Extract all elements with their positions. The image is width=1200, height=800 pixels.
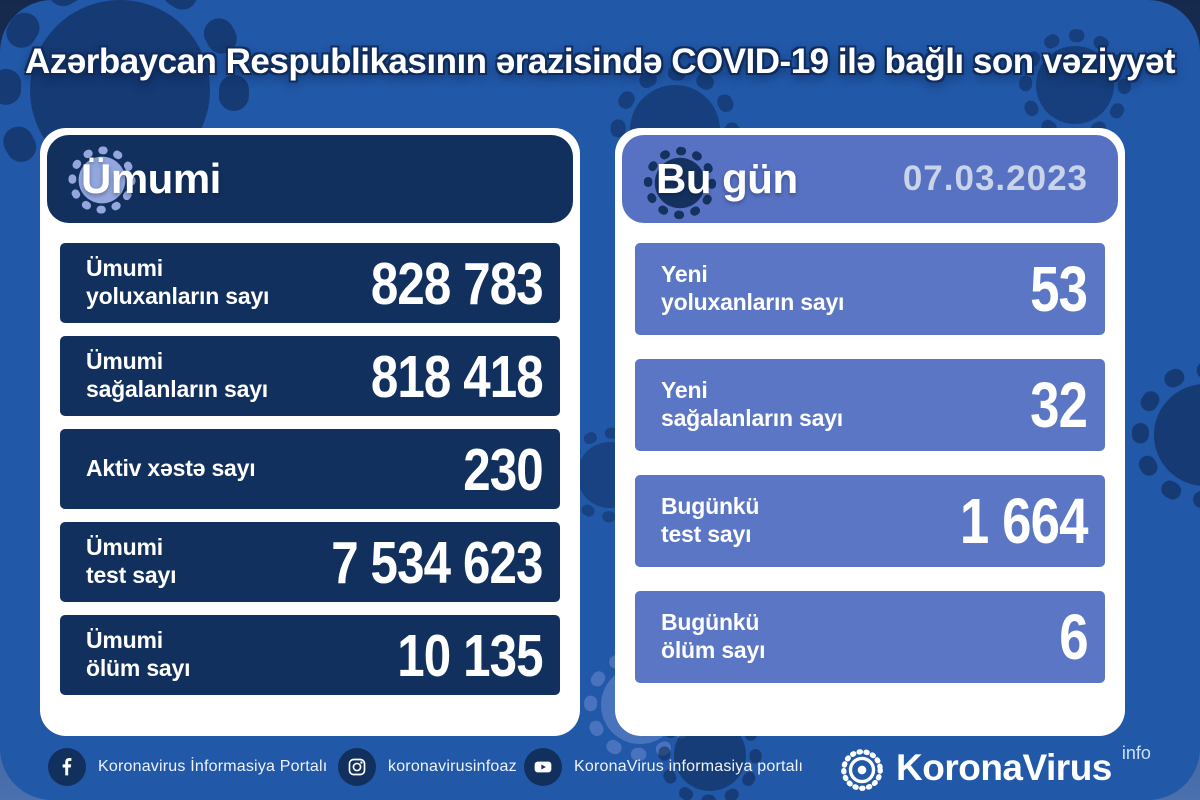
stat-value: 1 664 <box>959 485 1089 557</box>
stat-row-total-infected: Ümumi yoluxanların sayı 828 783 <box>60 243 560 323</box>
totals-rows: Ümumi yoluxanların sayı 828 783 Ümumi sa… <box>60 243 560 708</box>
stat-label: Ümumi test sayı <box>86 534 177 588</box>
totals-panel-header: Ümumi <box>47 135 573 223</box>
stat-label: Bugünkü test sayı <box>661 493 760 547</box>
stat-value: 6 <box>1058 601 1088 673</box>
report-date: 07.03.2023 <box>902 159 1088 198</box>
stat-row-new-infected: Yeni yoluxanların sayı 53 <box>635 243 1105 335</box>
facebook-icon <box>48 748 86 786</box>
stat-row-today-deaths: Bugünkü ölüm sayı 6 <box>635 591 1105 683</box>
stat-label: Bugünkü ölüm sayı <box>661 609 766 663</box>
stat-row-active-cases: Aktiv xəstə sayı 230 <box>60 429 560 509</box>
youtube-label: KoronaVirus informasiya portalı <box>574 758 804 775</box>
footer: Koronavirus İnformasiya Portalı koronavi… <box>0 740 1200 800</box>
stat-value: 53 <box>1030 253 1088 325</box>
virus-decoration <box>1120 350 1200 520</box>
stat-value: 7 534 623 <box>331 528 543 596</box>
totals-panel-title: Ümumi <box>81 155 221 202</box>
facebook-link[interactable]: Koronavirus İnformasiya Portalı <box>48 748 327 786</box>
logo-suffix: info <box>1121 743 1151 763</box>
stat-label: Ümumi yoluxanların sayı <box>86 255 270 309</box>
stat-value: 230 <box>462 435 543 503</box>
stat-value: 818 418 <box>370 342 543 410</box>
today-panel: Bu gün 07.03.2023 Yeni yoluxanların sayı… <box>615 128 1125 736</box>
today-panel-header: Bu gün 07.03.2023 <box>622 135 1118 223</box>
stat-label: Aktiv xəstə sayı <box>86 455 256 482</box>
stat-value: 10 135 <box>396 621 543 689</box>
today-rows: Yeni yoluxanların sayı 53 Yeni sağalanla… <box>635 243 1105 707</box>
stat-row-total-deaths: Ümumi ölüm sayı 10 135 <box>60 615 560 695</box>
youtube-link[interactable]: KoronaVirus informasiya portalı <box>524 748 803 786</box>
page-title: Azərbaycan Respublikasının ərazisində CO… <box>24 42 1176 81</box>
instagram-icon <box>338 748 376 786</box>
logo-text: KoronaVirus <box>896 747 1112 788</box>
instagram-link[interactable]: koronavirusinfoaz <box>338 748 517 786</box>
virus-logo-icon <box>841 749 883 791</box>
stat-label: Ümumi sağalanların sayı <box>86 348 268 402</box>
stat-row-total-recovered: Ümumi sağalanların sayı 818 418 <box>60 336 560 416</box>
stat-row-today-tests: Bugünkü test sayı 1 664 <box>635 475 1105 567</box>
youtube-icon <box>524 748 562 786</box>
instagram-label: koronavirusinfoaz <box>388 758 517 775</box>
totals-panel: Ümumi Ümumi yoluxanların sayı 828 783 Üm… <box>40 128 580 736</box>
stat-value: 828 783 <box>370 249 543 317</box>
facebook-label: Koronavirus İnformasiya Portalı <box>98 758 328 775</box>
stat-row-total-tests: Ümumi test sayı 7 534 623 <box>60 522 560 602</box>
stat-value: 32 <box>1030 369 1088 441</box>
stat-row-new-recovered: Yeni sağalanların sayı 32 <box>635 359 1105 451</box>
stat-label: Yeni sağalanların sayı <box>661 377 843 431</box>
koronavirus-logo: KoronaVirus info <box>838 742 1151 794</box>
stat-label: Yeni yoluxanların sayı <box>661 261 845 315</box>
stat-label: Ümumi ölüm sayı <box>86 627 191 681</box>
today-panel-title: Bu gün <box>656 155 798 202</box>
